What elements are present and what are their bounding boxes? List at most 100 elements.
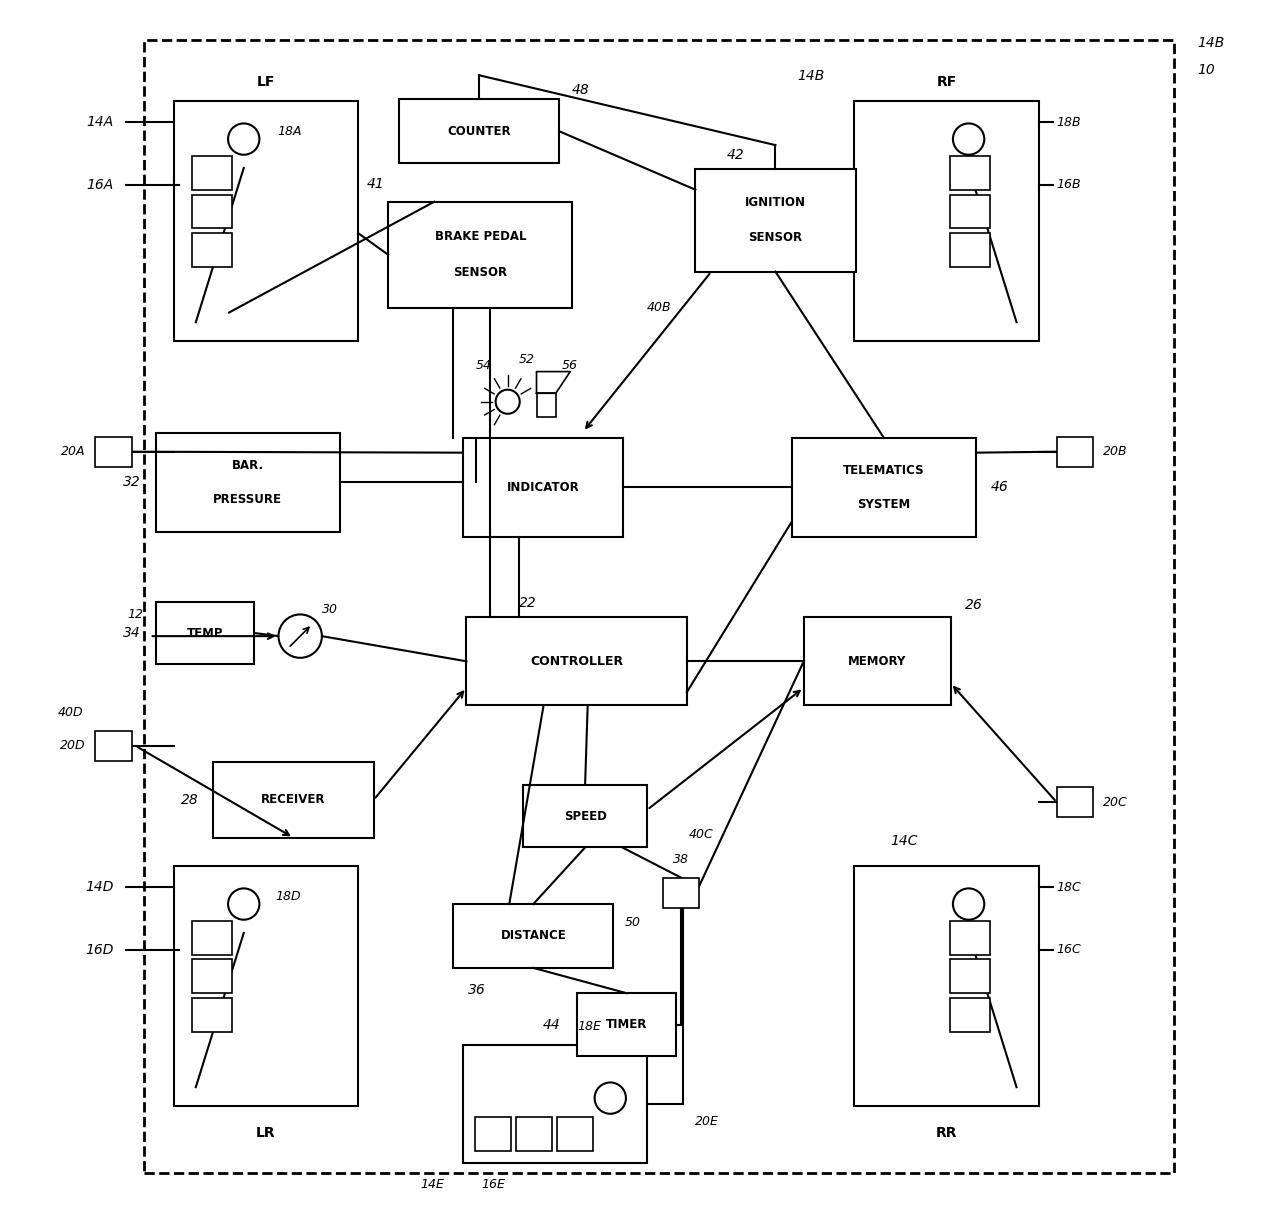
Bar [463,438,623,536]
Polygon shape [537,371,570,393]
Bar [557,1117,593,1151]
Bar [1057,437,1093,467]
Text: 20C: 20C [1103,796,1127,809]
Bar [1057,787,1093,818]
Text: BRAKE PEDAL: BRAKE PEDAL [435,230,527,244]
Text: SPEED: SPEED [564,809,607,822]
Text: 18E: 18E [578,1020,601,1033]
Text: DISTANCE: DISTANCE [500,929,566,943]
Circle shape [594,1082,626,1114]
Text: 52: 52 [519,353,536,366]
Bar [173,866,358,1106]
Text: 16D: 16D [85,943,113,957]
Text: 18C: 18C [1057,881,1081,894]
Bar [463,1044,648,1163]
Text: RR: RR [936,1126,958,1140]
Text: TIMER: TIMER [606,1018,648,1031]
Bar [191,233,232,267]
Text: 14A: 14A [87,115,113,130]
Text: 46: 46 [991,480,1009,494]
Text: PRESSURE: PRESSURE [213,492,282,506]
Bar [950,998,989,1032]
Text: 38: 38 [673,853,689,866]
Bar [191,959,232,993]
Text: 16C: 16C [1057,944,1081,956]
Bar [854,866,1039,1106]
Bar [663,877,699,907]
Text: 54: 54 [476,359,492,372]
Text: 18B: 18B [1057,115,1081,129]
Bar [537,393,556,417]
Text: 20D: 20D [60,739,85,752]
Text: 14C: 14C [890,835,918,848]
Bar [950,194,989,228]
Text: 10: 10 [1197,63,1215,78]
Text: BAR.: BAR. [232,460,264,472]
Text: LF: LF [256,75,275,90]
Text: 56: 56 [562,359,579,372]
Bar [474,1117,511,1151]
Bar [467,617,687,705]
Text: CONTROLLER: CONTROLLER [530,655,623,668]
Text: INDICATOR: INDICATOR [506,480,579,494]
Bar [792,438,975,536]
Text: 20E: 20E [695,1115,719,1128]
Text: 41: 41 [367,177,385,190]
Bar [950,959,989,993]
Bar [803,617,951,705]
Bar [578,993,676,1055]
Circle shape [496,389,520,414]
Text: 16B: 16B [1057,178,1081,192]
Text: 26: 26 [965,598,983,613]
Circle shape [278,615,321,657]
Text: LR: LR [256,1126,275,1140]
Text: IGNITION: IGNITION [745,197,806,210]
Bar [453,904,613,968]
Text: 14B: 14B [1197,35,1225,50]
Text: 12: 12 [128,608,144,621]
Text: TEMP: TEMP [186,626,223,639]
Text: SENSOR: SENSOR [748,232,802,244]
Text: SYSTEM: SYSTEM [857,497,910,511]
Bar [399,99,560,164]
Bar [191,921,232,955]
Text: 30: 30 [321,603,338,616]
Text: 14E: 14E [421,1178,445,1191]
Text: 14D: 14D [85,881,113,894]
Bar [156,602,255,665]
Bar [213,762,374,838]
Text: 50: 50 [625,916,640,929]
Text: 40C: 40C [688,827,714,841]
Bar [523,785,648,848]
Circle shape [952,124,984,155]
Text: 16E: 16E [481,1178,505,1191]
Circle shape [228,124,259,155]
Bar [950,156,989,189]
Bar [191,194,232,228]
Bar [950,921,989,955]
Text: RECEIVER: RECEIVER [261,793,326,807]
Text: 20B: 20B [1103,445,1127,459]
Bar [173,101,358,342]
Bar [854,101,1039,342]
Bar [96,730,131,761]
Text: 42: 42 [727,148,745,161]
Text: 44: 44 [543,1018,561,1031]
Text: 32: 32 [124,475,142,489]
Text: 36: 36 [468,983,486,997]
Bar [695,169,856,272]
Bar [950,233,989,267]
Text: 40B: 40B [646,301,672,314]
Text: 22: 22 [519,596,537,610]
Bar [191,998,232,1032]
Text: 18D: 18D [275,890,301,904]
Bar [516,1117,552,1151]
Text: 48: 48 [572,82,590,97]
Circle shape [952,888,984,919]
Text: MEMORY: MEMORY [848,655,907,668]
Text: TELEMATICS: TELEMATICS [843,463,924,477]
Text: SENSOR: SENSOR [453,267,507,279]
Text: 14B: 14B [797,69,824,84]
Bar [156,433,340,531]
Text: 18A: 18A [277,125,301,138]
